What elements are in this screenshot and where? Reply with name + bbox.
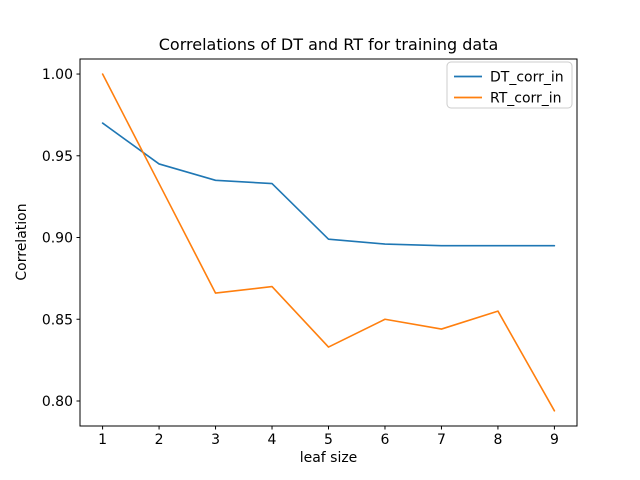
legend-label-DT_corr_in: DT_corr_in: [490, 70, 564, 86]
x-tick-label: 4: [268, 432, 277, 448]
y-tick-label: 0.95: [42, 149, 73, 165]
x-tick-label: 3: [211, 432, 220, 448]
x-tick-label: 6: [381, 432, 390, 448]
legend-box: [446, 61, 573, 109]
legend-label-RT_corr_in: RT_corr_in: [490, 91, 562, 107]
y-axis-label: Correlation: [14, 203, 30, 281]
chart-title: Correlations of DT and RT for training d…: [158, 35, 499, 54]
axes-spines: [79, 58, 578, 427]
x-axis-label: leaf size: [299, 450, 358, 466]
x-tick-label: 9: [550, 432, 559, 448]
x-tick-label: 2: [155, 432, 164, 448]
series-line-DT_corr_in: [101, 122, 556, 247]
y-tick-label: 0.80: [42, 394, 73, 410]
x-tick-label: 5: [324, 432, 333, 448]
y-tick-label: 0.90: [42, 231, 73, 247]
y-tick-label: 1.00: [42, 67, 73, 83]
x-tick-label: 1: [98, 432, 107, 448]
y-tick-label: 0.85: [42, 312, 73, 328]
series-line-RT_corr_in: [101, 73, 556, 412]
x-tick-label: 7: [437, 432, 446, 448]
x-tick-label: 8: [493, 432, 502, 448]
